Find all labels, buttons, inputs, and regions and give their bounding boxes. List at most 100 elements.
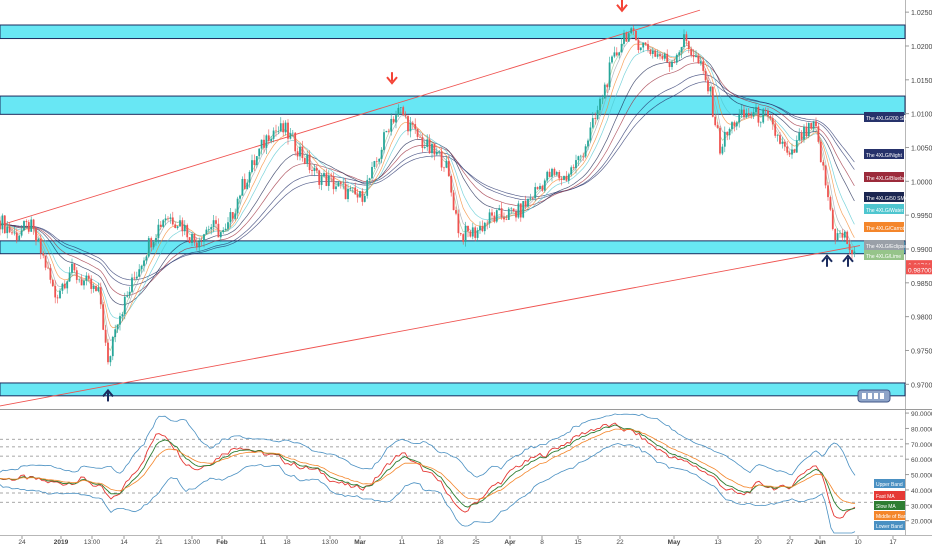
candle[interactable] [359,190,361,198]
candle[interactable] [176,225,179,230]
candle[interactable] [709,86,712,97]
candle[interactable] [803,124,805,143]
candle[interactable] [143,257,145,272]
candle[interactable] [404,111,407,119]
candle[interactable] [351,187,354,194]
candle[interactable] [673,58,676,64]
candle[interactable] [735,120,738,131]
candle[interactable] [248,170,251,188]
candle[interactable] [685,31,688,46]
candle[interactable] [625,31,628,42]
candle[interactable] [500,202,503,220]
candle[interactable] [759,121,762,128]
candle[interactable] [217,218,220,238]
candle[interactable] [205,226,208,235]
osc-series-line[interactable] [0,413,856,478]
candle[interactable] [851,249,853,259]
candle[interactable] [375,157,378,168]
support-resistance-zone[interactable] [0,382,906,397]
candle[interactable] [335,181,337,192]
candle[interactable] [210,224,213,235]
candle[interactable] [680,46,683,59]
candle[interactable] [699,56,702,66]
candle[interactable] [219,231,222,243]
candle[interactable] [467,225,469,238]
candle[interactable] [222,227,225,234]
candle[interactable] [503,212,505,223]
candle[interactable] [469,229,472,238]
candle[interactable] [167,216,169,222]
candle[interactable] [491,208,493,221]
candle[interactable] [560,175,563,186]
candle[interactable] [99,282,102,309]
candle[interactable] [483,221,486,235]
candle[interactable] [49,263,52,284]
candle[interactable] [337,180,340,187]
candle[interactable] [392,116,395,124]
candle[interactable] [800,130,803,144]
candle[interactable] [668,61,671,72]
candle[interactable] [714,114,717,127]
candle[interactable] [104,325,107,347]
candle[interactable] [656,49,659,59]
candle[interactable] [159,220,162,230]
candle[interactable] [752,106,755,119]
candle[interactable] [272,127,275,143]
candle[interactable] [435,147,438,157]
candle[interactable] [299,143,301,161]
candle[interactable] [174,221,177,229]
candle[interactable] [471,222,474,240]
candle[interactable] [541,184,544,192]
candle[interactable] [224,223,227,231]
candle[interactable] [277,126,280,135]
candle[interactable] [613,46,616,59]
candle[interactable] [3,215,6,234]
candle[interactable] [385,130,388,133]
candle[interactable] [327,170,330,191]
candle[interactable] [426,134,429,151]
candle[interactable] [368,177,371,183]
candle[interactable] [416,128,419,140]
candle[interactable] [109,355,112,367]
candle[interactable] [431,141,433,159]
bar-pattern-icon[interactable] [857,389,891,403]
candle[interactable] [721,143,724,156]
candle[interactable] [387,128,390,134]
candle[interactable] [37,237,40,243]
candle[interactable] [200,237,203,247]
candle[interactable] [342,178,345,190]
candle[interactable] [246,179,249,190]
candle[interactable] [524,195,527,210]
candle[interactable] [603,82,606,99]
candle[interactable] [263,134,265,153]
candle[interactable] [848,239,851,255]
candle[interactable] [798,128,801,141]
candle[interactable] [323,169,325,178]
candle[interactable] [827,181,829,201]
candle[interactable] [543,178,546,193]
candle[interactable] [620,38,623,53]
candle[interactable] [479,221,481,234]
candle[interactable] [447,155,450,177]
candle[interactable] [195,237,198,251]
candle[interactable] [841,229,844,242]
candle[interactable] [279,117,282,132]
candle[interactable] [78,278,81,283]
candle[interactable] [464,221,467,247]
candle[interactable] [740,104,743,118]
candle[interactable] [147,236,150,258]
candle[interactable] [311,166,313,176]
candle[interactable] [123,292,126,320]
candle[interactable] [56,294,59,304]
buy-arrow-icon[interactable] [102,388,114,402]
candle[interactable] [433,143,436,161]
candle[interactable] [457,209,460,238]
candle[interactable] [275,124,277,137]
candle[interactable] [227,217,229,232]
candle[interactable] [131,273,133,294]
candle[interactable] [409,117,412,138]
candle[interactable] [462,233,465,245]
candle[interactable] [188,237,191,244]
candle[interactable] [455,206,457,216]
candle[interactable] [704,68,707,83]
